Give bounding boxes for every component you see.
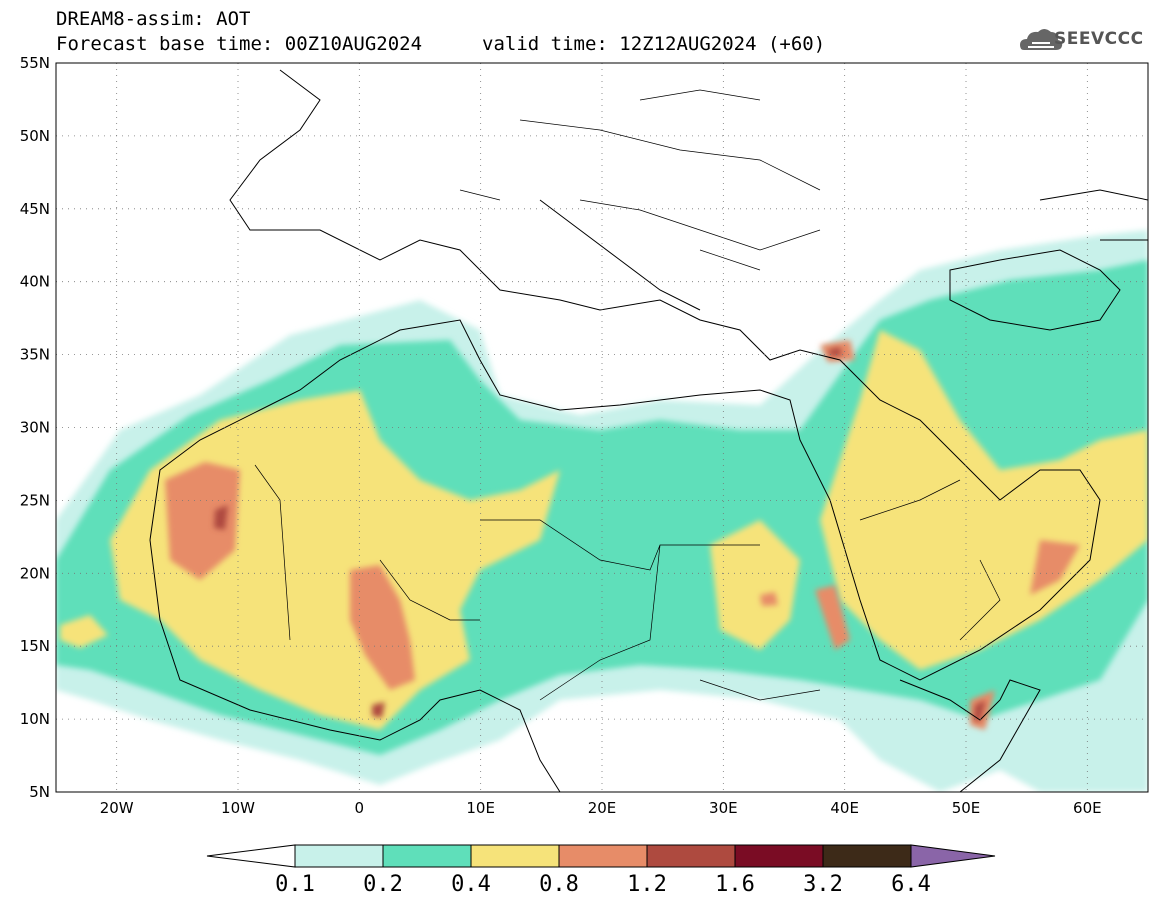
lat-tick-label: 25N [20,491,50,509]
lon-tick-label: 10W [221,799,255,817]
base-time: Forecast base time: 00Z10AUG2024 [56,33,423,55]
borders [254,89,1001,701]
colorbar-segment [470,844,560,868]
colorbar-label: 1.6 [715,872,755,897]
colorbar-label: 0.8 [539,872,579,897]
lat-tick-label: 10N [20,710,50,728]
lat-tick-label: 15N [20,637,50,655]
colorbar [206,844,996,868]
colorbar-segment [294,844,384,868]
lat-tick-label: 45N [20,200,50,218]
lon-tick-label: 30E [709,799,738,817]
colorbar-over-arrow [910,844,996,868]
lat-tick-label: 30N [20,419,50,437]
lon-tick-label: 0 [355,799,365,817]
lat-tick-label: 20N [20,564,50,582]
lon-tick-label: 20E [588,799,617,817]
colorbar-label: 0.2 [363,872,403,897]
lat-tick-label: 35N [20,346,50,364]
colorbar-label: 1.2 [627,872,667,897]
title-line: DREAM8-assim: AOT [56,8,251,30]
colorbar-under-arrow [206,844,296,868]
colorbar-label: 0.4 [451,872,491,897]
logo-text: SEEVCCC [1054,29,1144,49]
colorbar-label: 3.2 [803,872,843,897]
plot-frame [55,62,1149,793]
axis-ticks: 20W 10W 0 10E 20E 30E 40E 50E 60E 55N 50N 45N 40N 35N… [20,54,1102,817]
colorbar-segment [822,844,912,868]
lon-tick-label: 40E [830,799,859,817]
colorbar-segment [382,844,472,868]
lon-tick-label: 60E [1073,799,1102,817]
cloud-icon [1020,29,1063,50]
lat-tick-label: 5N [29,783,50,801]
lon-tick-label: 10E [466,799,495,817]
colorbar-label: 0.1 [275,872,315,897]
aot-level-4 [165,340,1080,730]
lat-tick-label: 55N [20,54,50,72]
aot-field [56,63,1148,792]
lat-tick-label: 40N [20,273,50,291]
aot-level-3 [60,330,1148,730]
lon-tick-label: 20W [100,799,134,817]
lat-tick-label: 50N [20,127,50,145]
colorbar-label: 6.4 [891,872,931,897]
lon-tick-label: 50E [952,799,981,817]
colorbar-segment [558,844,648,868]
grid-lines [56,63,1148,792]
coastlines [149,69,1148,792]
colorbar-segment [734,844,824,868]
valid-time: valid time: 12Z12AUG2024 (+60) [482,33,826,55]
colorbar-segment [646,844,736,868]
